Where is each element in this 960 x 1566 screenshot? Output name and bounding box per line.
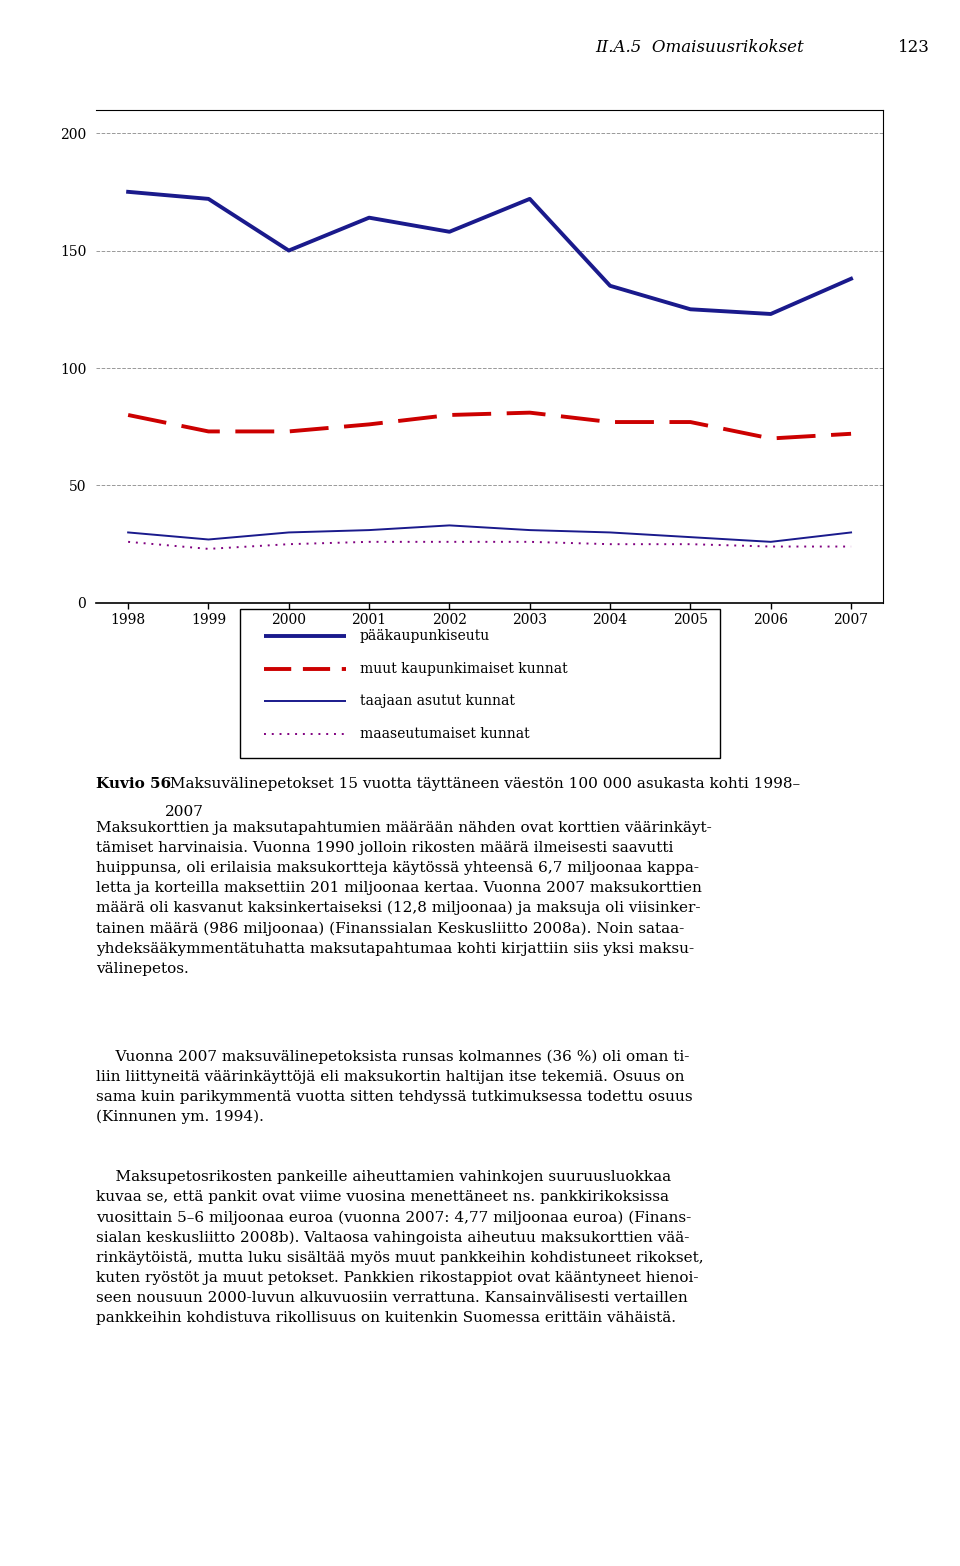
Text: Kuvio 56: Kuvio 56	[96, 777, 171, 791]
Text: maaseutumaiset kunnat: maaseutumaiset kunnat	[360, 727, 530, 741]
Text: Maksukorttien ja maksutapahtumien määrään nähden ovat korttien väärinkäyt-
tämis: Maksukorttien ja maksutapahtumien määrää…	[96, 821, 711, 976]
Text: Maksupetosrikosten pankeille aiheuttamien vahinkojen suuruusluokkaa
kuvaa se, et: Maksupetosrikosten pankeille aiheuttamie…	[96, 1170, 704, 1325]
Text: Maksuvälinepetokset 15 vuotta täyttäneen väestön 100 000 asukasta kohti 1998–: Maksuvälinepetokset 15 vuotta täyttäneen…	[165, 777, 801, 791]
Text: II.A.5  Omaisuusrikokset: II.A.5 Omaisuusrikokset	[595, 39, 804, 56]
Text: 2007: 2007	[165, 805, 204, 819]
Text: taajaan asutut kunnat: taajaan asutut kunnat	[360, 694, 515, 708]
Text: Vuonna 2007 maksuvälinepetoksista runsas kolmannes (36 %) oli oman ti-
liin liit: Vuonna 2007 maksuvälinepetoksista runsas…	[96, 1049, 692, 1124]
Text: 123: 123	[898, 39, 929, 56]
Text: muut kaupunkimaiset kunnat: muut kaupunkimaiset kunnat	[360, 662, 567, 675]
Text: pääkaupunkiseutu: pääkaupunkiseutu	[360, 630, 491, 644]
